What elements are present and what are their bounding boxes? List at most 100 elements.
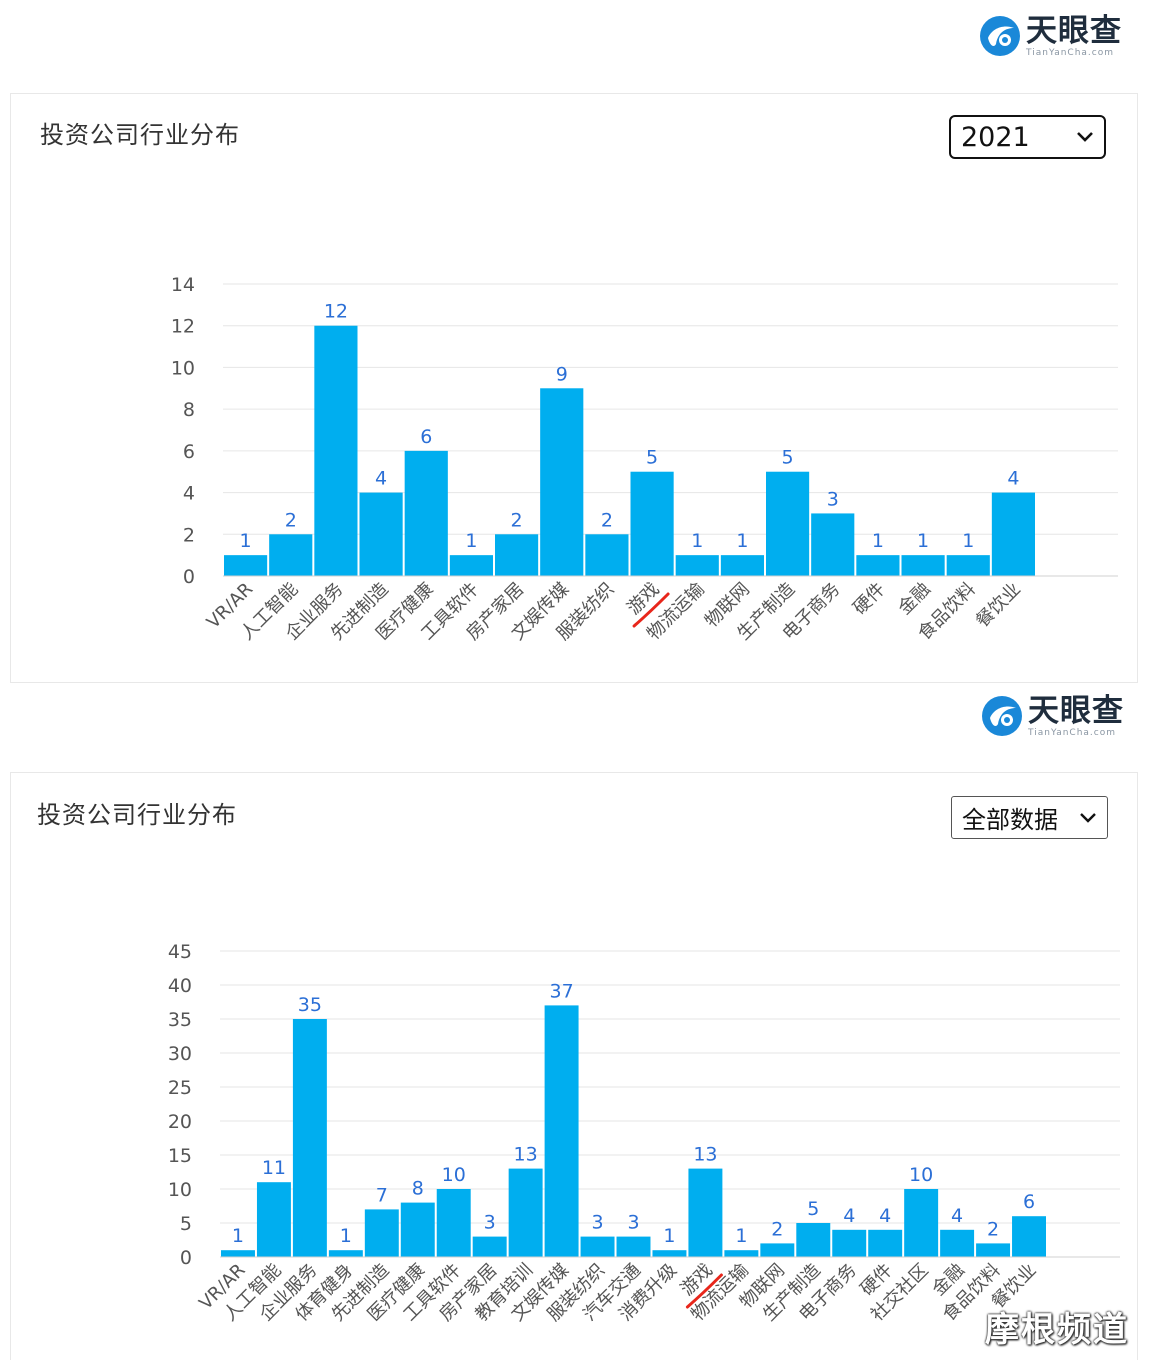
bar[interactable]	[868, 1229, 903, 1257]
bar[interactable]	[940, 1229, 975, 1257]
data-label: 1	[736, 530, 748, 552]
y-tick-label: 5	[180, 1213, 192, 1235]
bar[interactable]	[328, 1250, 363, 1257]
eye-logo-icon	[980, 16, 1020, 56]
bar[interactable]	[904, 1189, 939, 1257]
data-label: 2	[285, 509, 297, 531]
bar[interactable]	[991, 492, 1035, 576]
data-label: 1	[962, 530, 974, 552]
bar[interactable]	[221, 1250, 255, 1257]
data-label: 12	[324, 301, 348, 323]
bar[interactable]	[314, 325, 358, 576]
bar[interactable]	[269, 534, 313, 576]
bar[interactable]	[976, 1243, 1011, 1257]
y-tick-label: 40	[168, 975, 192, 997]
bar[interactable]	[436, 1189, 471, 1257]
y-tick-label: 4	[183, 483, 195, 505]
data-label: 10	[909, 1164, 933, 1186]
data-label: 1	[340, 1225, 352, 1247]
bar[interactable]	[856, 555, 900, 576]
bar[interactable]	[364, 1209, 399, 1257]
data-label: 1	[691, 530, 703, 552]
data-label: 2	[601, 509, 613, 531]
data-label: 7	[376, 1184, 388, 1206]
tianyancha-logo: 天眼查 TianYanCha.com	[978, 14, 1122, 58]
data-label: 13	[693, 1144, 717, 1166]
data-label: 2	[771, 1218, 783, 1240]
y-tick-label: 45	[168, 941, 192, 963]
y-tick-label: 14	[171, 274, 195, 296]
data-label: 4	[951, 1205, 963, 1227]
data-label: 1	[917, 530, 929, 552]
bar[interactable]	[359, 492, 403, 576]
bar[interactable]	[675, 555, 719, 576]
bar[interactable]	[224, 555, 268, 576]
bar[interactable]	[766, 471, 810, 576]
bar[interactable]	[544, 1005, 579, 1257]
y-tick-label: 0	[183, 566, 195, 588]
data-label: 13	[514, 1144, 538, 1166]
y-tick-label: 10	[171, 357, 195, 379]
bar[interactable]	[472, 1236, 507, 1257]
y-tick-label: 8	[183, 399, 195, 421]
data-label: 1	[240, 530, 252, 552]
bar[interactable]	[760, 1243, 795, 1257]
bar[interactable]	[540, 388, 584, 576]
data-label: 6	[1023, 1191, 1035, 1213]
bar[interactable]	[616, 1236, 651, 1257]
data-label: 1	[872, 530, 884, 552]
y-tick-label: 30	[168, 1043, 192, 1065]
watermark: 摩根频道	[985, 1310, 1129, 1350]
bar[interactable]	[832, 1229, 867, 1257]
y-tick-label: 25	[168, 1077, 192, 1099]
data-label: 2	[987, 1218, 999, 1240]
bar[interactable]	[1012, 1216, 1046, 1257]
bar[interactable]	[946, 555, 990, 576]
range-select[interactable]: 全部数据	[951, 796, 1108, 839]
year-select[interactable]: 2021	[949, 115, 1106, 159]
highlight-underline	[632, 592, 670, 628]
bar[interactable]	[449, 555, 493, 576]
logo-text-en: TianYanCha.com	[1026, 47, 1115, 58]
bar[interactable]	[901, 555, 945, 576]
bar[interactable]	[688, 1168, 723, 1257]
bar[interactable]	[508, 1168, 543, 1257]
panel-title: 投资公司行业分布	[37, 801, 237, 829]
data-label: 5	[782, 447, 794, 469]
data-label: 11	[262, 1157, 286, 1179]
bar[interactable]	[652, 1250, 687, 1257]
bar[interactable]	[724, 1250, 759, 1257]
bar[interactable]	[256, 1182, 291, 1257]
data-label: 1	[663, 1225, 675, 1247]
y-tick-label: 2	[183, 524, 195, 546]
industry-panel-2021	[10, 93, 1138, 683]
data-label: 35	[298, 994, 322, 1016]
bar[interactable]	[720, 555, 764, 576]
y-tick-label: 15	[168, 1145, 192, 1167]
data-label: 1	[735, 1225, 747, 1247]
bar[interactable]	[404, 450, 448, 576]
y-tick-label: 0	[180, 1247, 192, 1269]
data-label: 37	[549, 980, 573, 1002]
tianyancha-logo: 天眼查 TianYanCha.com	[980, 694, 1124, 738]
bar[interactable]	[796, 1223, 831, 1257]
bar[interactable]	[811, 513, 855, 576]
logo-text: 天眼查	[1026, 12, 1122, 49]
data-label: 10	[442, 1164, 466, 1186]
select-value: 2021	[961, 121, 1030, 153]
bar[interactable]	[630, 471, 674, 576]
y-tick-label: 10	[168, 1179, 192, 1201]
y-tick-label: 6	[183, 441, 195, 463]
chevron-down-icon	[1077, 132, 1093, 142]
data-label: 3	[484, 1212, 496, 1234]
data-label: 4	[375, 468, 387, 490]
bar[interactable]	[580, 1236, 615, 1257]
bar[interactable]	[585, 534, 629, 576]
bar[interactable]	[292, 1019, 327, 1257]
data-label: 3	[591, 1212, 603, 1234]
data-label: 2	[511, 509, 523, 531]
bar[interactable]	[495, 534, 539, 576]
data-label: 5	[807, 1198, 819, 1220]
bar[interactable]	[400, 1202, 435, 1257]
